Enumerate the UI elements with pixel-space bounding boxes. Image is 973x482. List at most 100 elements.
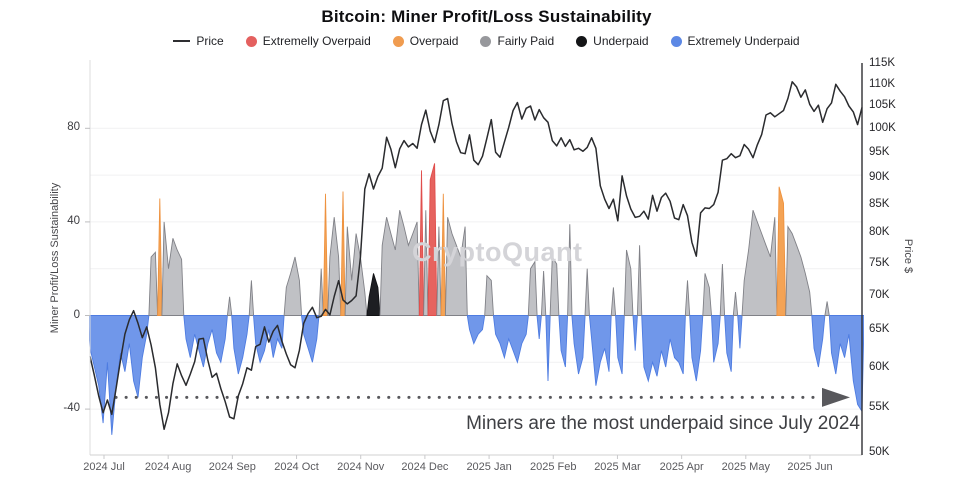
x-axis-month-label: 2024 Nov [337, 461, 385, 473]
arrow-right-icon [822, 387, 850, 407]
miner-bar-run [427, 163, 438, 316]
legend-dot-icon [480, 35, 492, 47]
miner-bar-run [444, 217, 468, 316]
miner-bar-run [366, 273, 381, 316]
y-right-tick-label: 110K [869, 77, 896, 90]
price-line-swatch-icon [173, 40, 191, 42]
legend-item-extremelly-overpaid[interactable]: Extremelly Overpaid [245, 34, 371, 48]
legend-item-label: Underpaid [593, 34, 649, 48]
miner-bar-run [571, 315, 586, 375]
y-right-tick-label: 85K [869, 198, 890, 211]
miner-bars-series [89, 163, 864, 435]
x-axis-month-label: 2024 Sep [208, 461, 256, 473]
miner-bar-run [732, 292, 739, 316]
miner-bar-run [702, 273, 712, 316]
y-right-tick-label: 95K [869, 146, 890, 159]
miner-bar-run [466, 315, 486, 345]
miner-bar-run [588, 315, 612, 386]
legend-item-label: Price [196, 34, 224, 48]
miner-bar-run [719, 263, 726, 316]
miner-bar-run [379, 210, 420, 316]
legend-item-price[interactable]: Price [173, 34, 224, 48]
chart-legend: Price Extremelly Overpaid Overpaid Fairly P… [0, 34, 973, 48]
miner-bar-run [540, 270, 547, 316]
x-axis-month-label: 2024 Dec [401, 461, 449, 473]
legend-dot-icon [670, 35, 682, 47]
y-right-tick-label: 115K [869, 57, 896, 69]
miner-bar-run [724, 315, 734, 372]
legend-dot-icon [576, 35, 588, 47]
y-axis-left-title: Miner Profit/Loss Sustainability [49, 182, 61, 334]
miner-bar-run [536, 315, 542, 339]
miner-bar-run [632, 315, 638, 351]
miner-bar-run [737, 315, 743, 349]
miner-bar-run [253, 315, 285, 364]
y-axis-right-title: Price $ [902, 238, 914, 274]
miner-bar-run [610, 287, 617, 316]
x-axis-month-label: 2024 Jul [83, 461, 125, 473]
miner-bar-run [824, 301, 830, 316]
price-line-series [89, 81, 863, 431]
miner-bar-run [641, 315, 686, 383]
miner-bar-run [689, 315, 704, 382]
y-right-tick-label: 60K [869, 360, 890, 373]
miner-bar-run [828, 315, 864, 413]
legend-item-fairly-paid[interactable]: Fairly Paid [480, 34, 554, 48]
legend-item-label: Fairly Paid [497, 34, 555, 48]
miner-bar-run [684, 280, 691, 316]
miner-bar-run [584, 268, 590, 316]
legend-item-extremely-underpaid[interactable]: Extremely Underpaid [670, 34, 800, 48]
x-axis-month-label: 2025 Feb [530, 461, 577, 473]
miner-bar-run [183, 315, 228, 368]
y-right-tick-label: 65K [869, 323, 890, 336]
miner-bar-run [785, 225, 813, 316]
miner-bar-run [148, 251, 159, 316]
x-axis-month-label: 2025 Apr [659, 461, 704, 473]
legend-item-overpaid[interactable]: Overpaid [392, 34, 459, 48]
miner-bar-run [283, 256, 303, 316]
miner-bar-run [327, 217, 342, 316]
miner-bar-run [567, 224, 573, 316]
x-axis-month-label: 2024 Aug [144, 461, 192, 473]
x-axis-month-label: 2025 Jan [466, 461, 512, 473]
y-left-tick-label: 0 [73, 308, 80, 321]
y-right-tick-label: 100K [869, 122, 896, 135]
miner-bar-run [231, 315, 250, 375]
x-axis-month-label: 2025 Jun [787, 461, 833, 473]
x-axis-month-label: 2025 May [721, 461, 770, 473]
miner-bar-run [623, 249, 634, 316]
miner-bar-run [161, 221, 185, 316]
legend-item-underpaid[interactable]: Underpaid [576, 34, 649, 48]
miner-bar-run [811, 315, 826, 368]
miner-bar-run [615, 315, 625, 375]
miner-bar-run [440, 193, 446, 316]
legend-item-label: Overpaid [409, 34, 459, 48]
miner-bar-run [344, 226, 368, 316]
y-right-tick-label: 105K [869, 99, 896, 112]
y-right-tick-label: 90K [869, 171, 890, 184]
y-left-tick-label: 80 [67, 121, 80, 134]
y-left-tick-label: -40 [63, 402, 80, 415]
miner-bar-run [484, 274, 494, 316]
y-right-tick-label: 50K [869, 445, 890, 458]
miner-bar-run [636, 245, 643, 316]
miner-bar-run [545, 315, 551, 382]
miner-bar-run [318, 268, 324, 316]
y-right-tick-label: 70K [869, 288, 890, 301]
chart-title: Bitcoin: Miner Profit/Loss Sustainabilit… [321, 7, 652, 26]
miner-bar-run [157, 198, 163, 316]
x-axis-month-label: 2025 Mar [594, 461, 641, 473]
miner-bar-run [776, 186, 787, 316]
legend-dot-icon [392, 35, 404, 47]
miner-bar-run [492, 315, 529, 364]
y-left-tick-label: 40 [67, 214, 80, 227]
y-right-tick-label: 80K [869, 226, 890, 239]
miner-bar-run [741, 210, 778, 316]
y-right-tick-label: 55K [869, 401, 890, 414]
miner-bar-run [226, 296, 233, 316]
x-axis-month-label: 2024 Oct [274, 461, 319, 473]
miner-bar-run [322, 193, 329, 316]
miner-bar-run [558, 315, 569, 368]
miner-bar-run [436, 226, 442, 316]
